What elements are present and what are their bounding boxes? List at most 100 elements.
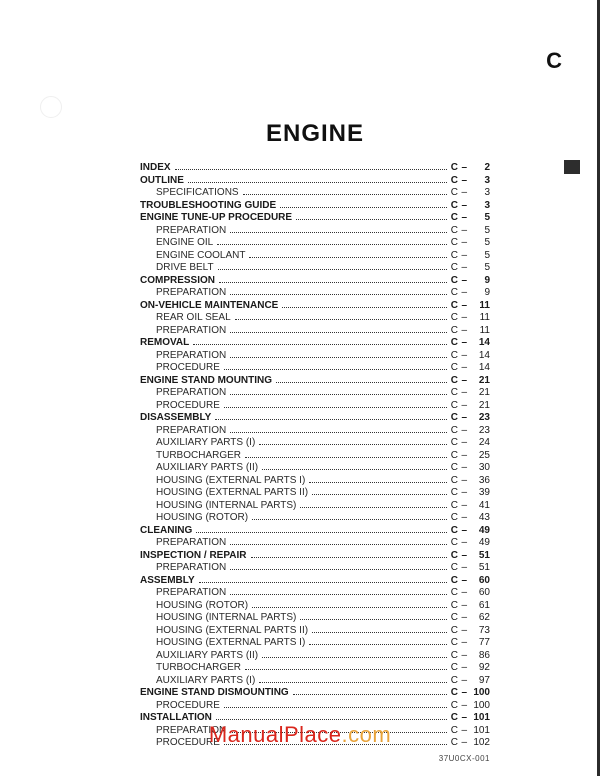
toc-page-number: 86: [470, 650, 490, 663]
toc-leader-dots: [312, 494, 447, 495]
toc-row: INDEXC–2: [140, 162, 490, 175]
toc-page-prefix: C: [451, 650, 459, 663]
toc-label: ENGINE COOLANT: [156, 250, 245, 263]
toc-page-dash: –: [460, 525, 468, 538]
toc-leader-dots: [224, 407, 447, 408]
watermark: ManualPlace.com: [0, 722, 600, 748]
toc-page-ref: C–5: [451, 212, 490, 225]
toc-label: AUXILIARY PARTS (II): [156, 650, 258, 663]
toc-page-number: 11: [470, 325, 490, 338]
toc-label: PROCEDURE: [156, 700, 220, 713]
toc-page-ref: C–41: [451, 500, 490, 513]
toc-label: SPECIFICATIONS: [156, 187, 239, 200]
toc-page-number: 21: [470, 400, 490, 413]
toc-page-prefix: C: [451, 350, 459, 363]
toc-page-prefix: C: [451, 612, 459, 625]
toc-label: HOUSING (EXTERNAL PARTS I): [156, 637, 305, 650]
toc-page-dash: –: [460, 200, 468, 213]
toc-page-prefix: C: [451, 300, 459, 313]
toc-page-dash: –: [460, 562, 468, 575]
toc-leader-dots: [280, 207, 447, 208]
toc-page-number: 14: [470, 350, 490, 363]
toc-page-ref: C–21: [451, 387, 490, 400]
toc-label: AUXILIARY PARTS (I): [156, 675, 255, 688]
toc-page-dash: –: [460, 162, 468, 175]
toc-label: HOUSING (EXTERNAL PARTS II): [156, 625, 308, 638]
toc-page-dash: –: [460, 575, 468, 588]
toc-page-ref: C–25: [451, 450, 490, 463]
toc-page-prefix: C: [451, 487, 459, 500]
toc-page-ref: C–30: [451, 462, 490, 475]
toc-row: PROCEDUREC–21: [140, 400, 490, 413]
toc-page-number: 100: [470, 687, 490, 700]
toc-leader-dots: [312, 632, 447, 633]
toc-label: PREPARATION: [156, 587, 226, 600]
toc-leader-dots: [219, 282, 447, 283]
toc-row: PREPARATIONC–23: [140, 425, 490, 438]
toc-page-number: 51: [470, 562, 490, 575]
toc-page-prefix: C: [451, 512, 459, 525]
toc-page-dash: –: [460, 500, 468, 513]
toc-label: ASSEMBLY: [140, 575, 195, 588]
toc-page-number: 5: [470, 225, 490, 238]
toc-page-dash: –: [460, 462, 468, 475]
toc-label: TROUBLESHOOTING GUIDE: [140, 200, 276, 213]
toc-label: PREPARATION: [156, 325, 226, 338]
toc-page-number: 3: [470, 187, 490, 200]
document-code: 37U0CX-001: [140, 754, 490, 763]
toc-page-ref: C–21: [451, 400, 490, 413]
toc-leader-dots: [300, 507, 446, 508]
toc-leader-dots: [218, 269, 447, 270]
toc-leader-dots: [251, 557, 447, 558]
toc-leader-dots: [235, 319, 447, 320]
toc-row: ASSEMBLYC–60: [140, 575, 490, 588]
toc-row: PREPARATIONC–60: [140, 587, 490, 600]
toc-page-ref: C–5: [451, 225, 490, 238]
toc-page-ref: C–5: [451, 250, 490, 263]
toc-page-ref: C–39: [451, 487, 490, 500]
toc-leader-dots: [216, 719, 447, 720]
toc-page-number: 9: [470, 287, 490, 300]
toc-row: AUXILIARY PARTS (I)C–24: [140, 437, 490, 450]
toc-row: PREPARATIONC–49: [140, 537, 490, 550]
toc-page-number: 36: [470, 475, 490, 488]
toc-leader-dots: [175, 169, 447, 170]
toc-label: PREPARATION: [156, 562, 226, 575]
toc-page-ref: C–2: [451, 162, 490, 175]
toc-page-ref: C–11: [451, 325, 490, 338]
toc-page-prefix: C: [451, 325, 459, 338]
toc-page-number: 5: [470, 237, 490, 250]
toc-label: PROCEDURE: [156, 362, 220, 375]
toc-label: AUXILIARY PARTS (I): [156, 437, 255, 450]
toc-page-number: 9: [470, 275, 490, 288]
toc-page-dash: –: [460, 612, 468, 625]
toc-leader-dots: [230, 544, 447, 545]
toc-page-number: 11: [470, 312, 490, 325]
toc-label: HOUSING (INTERNAL PARTS): [156, 500, 296, 513]
toc-label: HOUSING (EXTERNAL PARTS II): [156, 487, 308, 500]
watermark-part-a: ManualPlace: [209, 722, 342, 747]
toc-row: TURBOCHARGERC–92: [140, 662, 490, 675]
toc-leader-dots: [262, 657, 447, 658]
toc-page-ref: C–3: [451, 175, 490, 188]
scan-artifact: [40, 96, 62, 118]
toc-page-ref: C–36: [451, 475, 490, 488]
toc-page-ref: C–100: [451, 700, 490, 713]
toc-page-prefix: C: [451, 437, 459, 450]
toc-page-prefix: C: [451, 287, 459, 300]
toc-leader-dots: [262, 469, 447, 470]
toc-leader-dots: [309, 644, 446, 645]
toc-page-dash: –: [460, 662, 468, 675]
toc-page-dash: –: [460, 650, 468, 663]
toc-row: AUXILIARY PARTS (II) C–86: [140, 650, 490, 663]
toc-page-dash: –: [460, 175, 468, 188]
toc-page-dash: –: [460, 425, 468, 438]
toc-page-dash: –: [460, 512, 468, 525]
toc-page-number: 43: [470, 512, 490, 525]
toc-row: REMOVALC–14: [140, 337, 490, 350]
toc-page-prefix: C: [451, 412, 459, 425]
toc-row: HOUSING (EXTERNAL PARTS II)C–73: [140, 625, 490, 638]
toc-row: OUTLINEC–3: [140, 175, 490, 188]
toc-page-prefix: C: [451, 200, 459, 213]
toc-label: TURBOCHARGER: [156, 450, 241, 463]
